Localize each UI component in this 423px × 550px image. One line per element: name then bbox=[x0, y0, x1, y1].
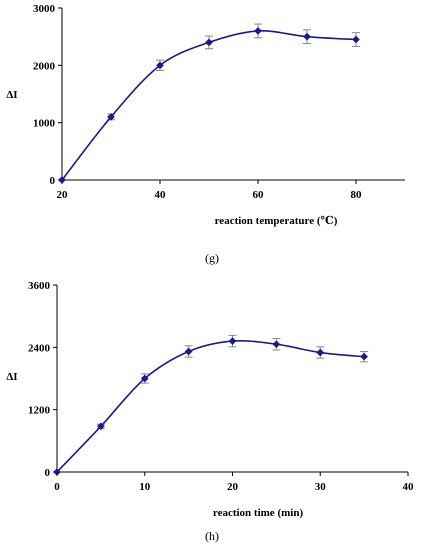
panel-label-g: (g) bbox=[205, 251, 219, 265]
x-tick-labels-g: 20 40 60 80 bbox=[57, 189, 363, 201]
chart-panel-g: 20 40 60 80 0 1000 2000 3000 reaction temperat… bbox=[6, 3, 405, 265]
markers-h bbox=[53, 337, 369, 476]
x-tick-label: 20 bbox=[57, 189, 69, 201]
data-point-marker bbox=[272, 340, 281, 349]
y-tick-label: 3600 bbox=[28, 280, 51, 292]
y-tick-label: 1000 bbox=[33, 118, 56, 130]
y-tick-label: 3000 bbox=[33, 3, 56, 15]
data-point-marker bbox=[107, 112, 115, 121]
x-axis-label-g: reaction temperature (℃) bbox=[215, 215, 338, 227]
axes-g bbox=[58, 7, 405, 184]
data-point-marker bbox=[254, 26, 262, 35]
series-line-g bbox=[61, 30, 357, 181]
data-point-marker bbox=[316, 348, 325, 357]
data-point-marker bbox=[303, 32, 311, 41]
x-tick-label: 30 bbox=[315, 481, 327, 493]
data-point-marker bbox=[360, 352, 369, 361]
data-point-marker bbox=[53, 468, 61, 476]
data-point-marker bbox=[140, 374, 149, 383]
data-point-marker bbox=[58, 176, 66, 184]
data-point-marker bbox=[228, 337, 237, 346]
data-point-marker bbox=[184, 347, 193, 356]
x-tick-label: 40 bbox=[403, 481, 415, 493]
y-axis-label-h: ΔI bbox=[6, 371, 17, 383]
markers-g bbox=[58, 26, 360, 184]
y-tick-labels-g: 0 1000 2000 3000 bbox=[33, 3, 56, 187]
errorbars-h bbox=[96, 334, 369, 429]
chart-panel-h: 0 10 20 30 40 0 1200 2400 3600 reaction time (m… bbox=[6, 280, 414, 543]
x-tick-label: 10 bbox=[139, 481, 151, 493]
y-tick-label: 2400 bbox=[28, 342, 51, 354]
data-point-marker bbox=[156, 61, 164, 70]
x-tick-label: 20 bbox=[227, 481, 239, 493]
x-tick-label: 60 bbox=[253, 189, 265, 201]
axes-h bbox=[53, 284, 409, 476]
y-tick-label: 1200 bbox=[28, 405, 51, 417]
y-tick-label: 0 bbox=[50, 175, 56, 187]
data-point-marker bbox=[205, 38, 213, 47]
x-axis-label-h: reaction time (min) bbox=[213, 507, 304, 519]
y-axis-label-g: ΔI bbox=[6, 89, 17, 101]
panel-label-h: (h) bbox=[205, 529, 219, 543]
x-tick-label: 80 bbox=[351, 189, 363, 201]
series-line-h bbox=[56, 340, 365, 473]
x-tick-label: 0 bbox=[54, 481, 60, 493]
y-tick-label: 0 bbox=[45, 467, 51, 479]
x-tick-label: 40 bbox=[155, 189, 167, 201]
data-point-marker bbox=[352, 35, 360, 44]
x-tick-labels-h: 0 10 20 30 40 bbox=[54, 481, 414, 493]
y-tick-labels-h: 0 1200 2400 3600 bbox=[28, 280, 51, 479]
data-point-marker bbox=[96, 422, 105, 431]
y-tick-label: 2000 bbox=[33, 60, 56, 72]
